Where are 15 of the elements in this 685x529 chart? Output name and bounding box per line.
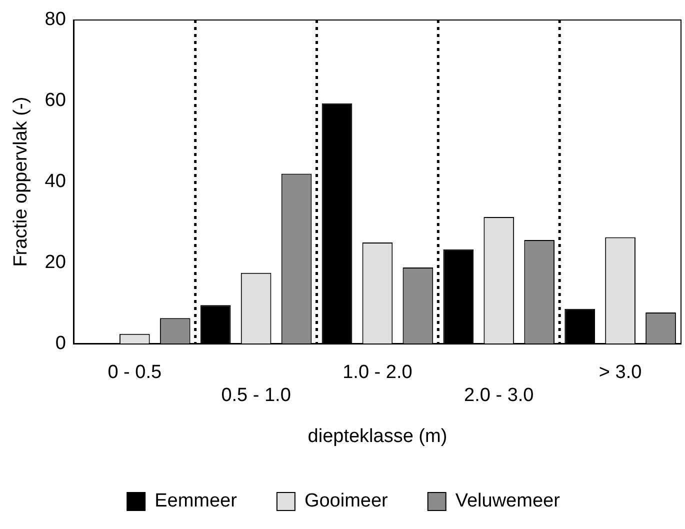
legend-label: Eemmeer bbox=[154, 490, 238, 512]
x-axis-title: diepteklasse (m) bbox=[308, 426, 448, 447]
x-tick-label: 0 - 0.5 bbox=[108, 362, 162, 384]
legend-label: Veluwemeer bbox=[455, 490, 561, 512]
y-tick-label: 0 bbox=[55, 332, 66, 354]
x-tick-label: 0.5 - 1.0 bbox=[221, 385, 291, 406]
y-tick-label: 20 bbox=[44, 252, 66, 273]
x-tick-label: > 3.0 bbox=[598, 362, 642, 384]
x-tick-label: 2.0 - 3.0 bbox=[464, 385, 534, 406]
y-axis-title: Fractie oppervlak (-) bbox=[10, 96, 32, 267]
y-tick-label: 60 bbox=[44, 90, 66, 112]
x-tick-label: 1.0 - 2.0 bbox=[342, 362, 412, 384]
y-tick-label: 80 bbox=[44, 9, 66, 30]
y-tick-label: 40 bbox=[44, 171, 66, 192]
legend-label: Gooimeer bbox=[304, 490, 389, 512]
